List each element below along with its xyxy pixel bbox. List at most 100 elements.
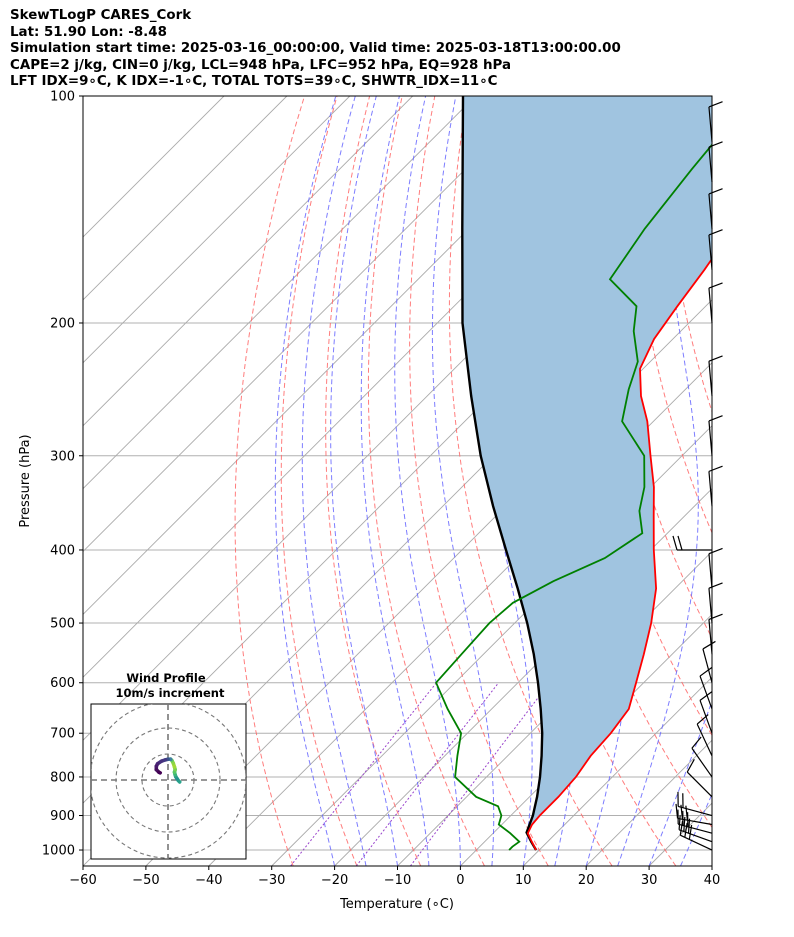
isotherm-line <box>522 676 712 866</box>
dry-adiabat-line <box>728 96 794 866</box>
barb-shaft <box>708 193 713 229</box>
wind-barb <box>708 141 723 182</box>
wind-barb <box>677 791 713 817</box>
barb-shaft <box>677 817 713 826</box>
barb-shaft <box>678 829 713 843</box>
x-tick-label: 30 <box>641 873 658 888</box>
barb-tick <box>679 820 684 836</box>
cape-shading <box>462 96 712 850</box>
barb-shaft <box>691 747 713 778</box>
moist-adiabat-line <box>711 864 712 866</box>
barb-tick <box>708 229 723 236</box>
dry-adiabat-line <box>662 96 712 414</box>
barb-shaft <box>708 588 713 624</box>
location-text: Lat: 51.90 Lon: -8.48 <box>10 24 167 40</box>
moist-adiabat-line <box>680 792 712 866</box>
barb-tick <box>708 465 723 472</box>
isotherm-line <box>83 96 351 364</box>
moist-adiabat-line <box>274 96 337 866</box>
isotherm-line <box>83 96 414 427</box>
moist-adiabat-line <box>431 96 495 866</box>
barb-tick <box>708 355 723 362</box>
dewpoint-profile-line <box>435 143 712 851</box>
barb-shaft <box>708 471 713 507</box>
isotherm-line <box>271 425 712 866</box>
wind-barb <box>699 691 713 734</box>
x-tick-label: −20 <box>321 873 348 888</box>
isotherm-line <box>775 96 794 866</box>
barb-tick <box>708 282 723 289</box>
y-tick-label: 900 <box>50 809 75 824</box>
moist-adiabat-line <box>648 699 712 866</box>
hodograph-segment <box>157 770 162 775</box>
wind-barb <box>691 736 713 778</box>
barb-tick <box>686 759 695 773</box>
wind-barb <box>672 535 712 551</box>
dry-adiabat-line <box>409 96 549 866</box>
barb-shaft <box>686 771 713 798</box>
barb-tick <box>708 547 723 555</box>
data-layer <box>435 96 712 851</box>
y-axis-label: Pressure (hPa) <box>18 434 33 527</box>
wind-barb <box>708 282 723 324</box>
barb-tick <box>678 815 681 830</box>
barb-tick <box>677 535 683 551</box>
parcel-profile-line <box>461 96 544 851</box>
isotherm-line <box>83 96 225 238</box>
barb-tick <box>708 415 723 422</box>
barb-shaft <box>696 723 713 757</box>
barb-shaft <box>708 234 713 270</box>
time-text: Simulation start time: 2025-03-16_00:00:… <box>10 41 621 57</box>
barb-shaft <box>708 146 713 182</box>
x-tick-label: 40 <box>704 873 721 888</box>
barb-tick <box>699 667 713 677</box>
y-tick-label: 300 <box>50 449 75 464</box>
isotherm-line <box>83 96 476 490</box>
barb-shaft <box>708 106 713 142</box>
dry-adiabat-line <box>367 96 485 866</box>
barb-shaft <box>699 675 713 710</box>
isotherm-line <box>711 865 712 866</box>
x-tick-label: 10 <box>515 873 532 888</box>
barb-shaft <box>708 619 713 655</box>
y-ticks: 100 200 300 400 500 600 700 800 900 1000 <box>42 90 83 859</box>
wind-barbs <box>672 101 723 851</box>
barb-shaft <box>699 700 713 734</box>
wind-barb <box>708 101 723 142</box>
temperature-profile-line <box>526 257 712 851</box>
wind-barb <box>708 229 723 270</box>
barb-tick <box>684 822 688 838</box>
moist-adiabat-line <box>744 96 794 866</box>
y-tick-label: 200 <box>50 316 75 331</box>
hodograph-subtitle: 10m/s increment <box>116 686 225 700</box>
dry-adiabat-line <box>761 96 794 866</box>
barb-shaft <box>680 834 713 851</box>
title-block: SkewTLogP CARES_Cork Lat: 51.90 Lon: -8.… <box>10 8 621 91</box>
moist-adiabat-line <box>330 96 398 866</box>
barb-tick <box>675 803 679 819</box>
y-tick-label: 500 <box>50 617 75 632</box>
barb-shaft <box>678 823 713 834</box>
mixing-ratio-line <box>409 682 550 866</box>
x-tick-label: 0 <box>456 873 464 888</box>
barb-tick <box>672 535 678 551</box>
wind-barb <box>699 667 713 710</box>
y-tick-label: 800 <box>50 770 75 785</box>
wind-barb <box>708 355 723 397</box>
y-tick-label: 100 <box>50 90 75 105</box>
isotherm-line <box>83 96 539 553</box>
barb-shaft <box>708 288 713 324</box>
chart-title: SkewTLogP CARES_Cork <box>10 8 192 23</box>
x-tick-label: −50 <box>132 873 159 888</box>
wind-barb <box>708 188 723 229</box>
dry-adiabat-line <box>448 96 613 866</box>
dry-adiabat-line <box>280 96 358 866</box>
x-tick-label: −30 <box>258 873 285 888</box>
hodograph-inset: Wind Profile 10m/s increment <box>90 671 247 860</box>
barb-tick <box>708 582 723 589</box>
moist-adiabat-line <box>301 96 367 866</box>
barb-tick <box>691 736 702 749</box>
barb-shaft <box>678 805 713 817</box>
x-tick-label: −60 <box>69 873 96 888</box>
